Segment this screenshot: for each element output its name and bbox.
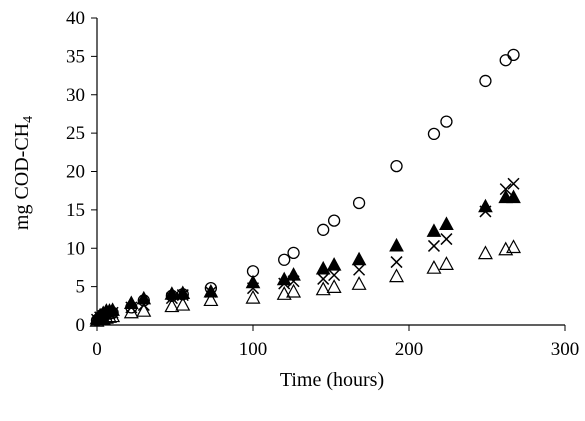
data-point-open-triangle	[245, 289, 261, 304]
y-tick-label: 20	[66, 162, 85, 183]
data-point-open-circle	[278, 253, 291, 266]
data-point-open-triangle	[438, 256, 454, 270]
x-tick-label: 200	[395, 339, 424, 360]
data-point-filled-triangle	[506, 189, 521, 204]
data-point-open-triangle	[101, 309, 117, 323]
y-tick-label: 30	[66, 85, 85, 106]
x-tick-label: 300	[551, 339, 580, 360]
data-point-open-triangle	[95, 310, 111, 325]
data-point-cross	[353, 263, 366, 276]
data-point-filled-triangle	[315, 260, 331, 275]
data-point-open-triangle	[315, 281, 331, 296]
data-point-open-circle	[427, 127, 441, 141]
data-point-filled-triangle	[123, 295, 139, 310]
data-point-filled-triangle	[389, 237, 404, 252]
data-point-cross	[204, 285, 217, 299]
data-marks	[89, 48, 522, 327]
data-point-open-triangle	[389, 268, 405, 283]
data-point-cross	[499, 183, 512, 196]
x-tick-label: 100	[239, 339, 268, 360]
data-point-cross	[390, 256, 403, 269]
data-point-open-triangle	[164, 298, 180, 313]
data-point-open-circle	[352, 196, 366, 210]
data-point-open-triangle	[175, 296, 191, 311]
y-axis-label-text: mg COD-CH	[11, 123, 33, 230]
data-point-open-triangle	[276, 286, 292, 300]
data-point-filled-triangle	[351, 251, 367, 266]
data-point-open-triangle	[506, 239, 522, 254]
data-point-filled-triangle	[245, 274, 261, 289]
data-point-open-triangle	[92, 311, 108, 326]
y-tick-label: 10	[66, 238, 85, 259]
data-point-open-circle	[327, 214, 341, 227]
series-cross	[90, 177, 520, 326]
data-point-cross	[287, 275, 300, 288]
data-point-filled-triangle	[426, 223, 442, 237]
data-point-filled-triangle	[439, 216, 454, 230]
x-axis-label: Time (hours)	[280, 369, 384, 391]
series-open-circle	[90, 48, 520, 327]
y-tick-label: 15	[66, 200, 85, 221]
data-point-open-circle	[479, 74, 492, 88]
data-point-cross	[440, 233, 453, 246]
y-tick-label: 25	[66, 123, 85, 144]
data-point-cross	[328, 269, 341, 282]
axes: 0 5 10 15 20 25 30 35 40 0 100 200 300	[66, 8, 579, 360]
data-point-open-triangle	[326, 279, 342, 293]
series-filled-triangle	[89, 189, 521, 325]
data-point-open-triangle	[89, 312, 105, 327]
y-tick-label: 35	[66, 46, 85, 67]
data-point-cross	[125, 301, 138, 314]
data-point-cross	[479, 205, 492, 218]
data-point-open-circle	[317, 223, 330, 236]
data-point-filled-triangle	[326, 257, 342, 271]
data-point-open-triangle	[98, 309, 114, 324]
x-tick-label: 0	[92, 339, 102, 360]
data-point-cross	[317, 272, 330, 285]
data-point-open-triangle	[286, 283, 302, 298]
data-point-open-triangle	[426, 259, 442, 274]
data-point-cross	[507, 177, 520, 190]
data-point-open-triangle	[123, 304, 139, 319]
data-point-cross	[176, 289, 189, 302]
y-tick-label: 0	[76, 315, 86, 336]
data-point-open-triangle	[203, 292, 219, 307]
data-point-cross	[165, 292, 178, 305]
data-point-open-circle	[440, 115, 453, 128]
y-tick-label: 5	[76, 277, 86, 298]
data-point-open-triangle	[351, 276, 367, 290]
data-point-open-circle	[390, 159, 403, 173]
data-point-cross	[278, 277, 291, 290]
series-open-triangle	[89, 239, 522, 327]
data-point-open-triangle	[136, 302, 152, 317]
data-point-open-triangle	[105, 308, 121, 323]
y-axis-label-subscript: 4	[21, 116, 36, 123]
data-point-open-circle	[499, 54, 512, 67]
data-point-cross	[427, 239, 440, 252]
data-point-cross	[246, 282, 260, 295]
y-axis-label: mg COD-CH4	[11, 116, 36, 230]
data-point-open-circle	[287, 246, 300, 260]
y-tick-label: 40	[66, 8, 85, 29]
data-point-open-triangle	[477, 245, 493, 260]
data-point-open-circle	[507, 48, 520, 61]
